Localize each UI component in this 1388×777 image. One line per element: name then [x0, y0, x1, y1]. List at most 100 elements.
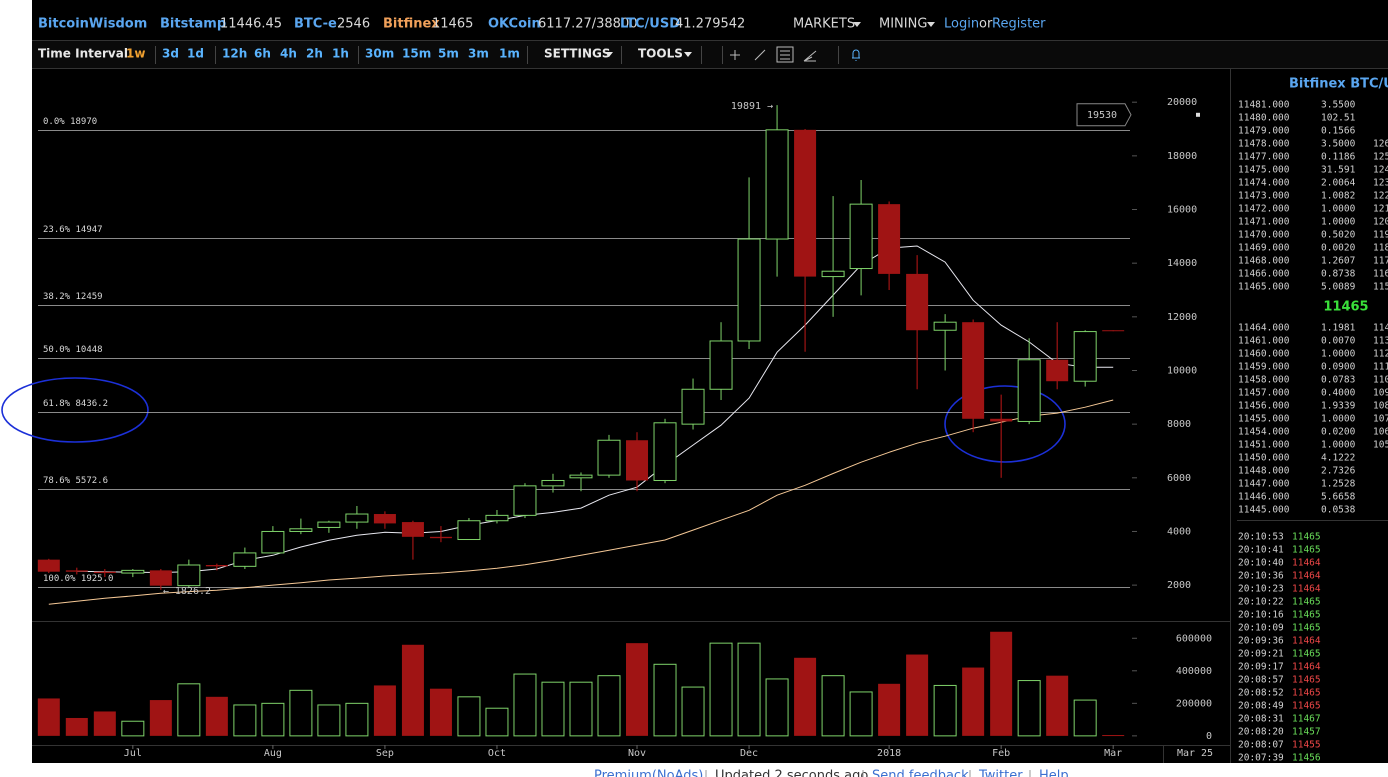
bid-cell: 1070	[1373, 414, 1388, 425]
trade-price: 11464	[1292, 558, 1321, 569]
volume-bar	[709, 642, 733, 737]
candle-body	[121, 569, 145, 574]
interval-button[interactable]: 4h	[280, 47, 297, 61]
candle-body	[933, 321, 957, 331]
y-tick-label: 10000	[1167, 365, 1197, 376]
interval-button[interactable]: 12h	[222, 47, 247, 61]
drawing-tools[interactable]	[730, 46, 860, 63]
candle-body	[317, 521, 341, 528]
volume-bar	[65, 717, 88, 736]
toolbar-label: Time Interval:	[38, 47, 133, 61]
ask-cell: 1.0000	[1321, 204, 1356, 215]
ask-cell: 1210	[1373, 204, 1388, 215]
interval-button[interactable]: 30m	[365, 47, 394, 61]
volume-bar	[737, 642, 761, 737]
interval-button[interactable]: 3d	[162, 47, 179, 61]
x-tick-label: Mar	[1104, 748, 1122, 759]
candle-body	[1073, 331, 1097, 382]
bid-cell: 0.0200	[1321, 427, 1356, 438]
y-tick-label: 12000	[1167, 312, 1197, 323]
candle-body	[513, 485, 537, 516]
bid-cell: 1.0000	[1321, 349, 1356, 360]
volume-bar	[317, 704, 341, 737]
ticker-price: 6117.27/38800	[538, 17, 638, 32]
price-marker-box	[1076, 103, 1132, 127]
interval-button[interactable]: 1w	[126, 47, 145, 61]
login-link[interactable]: Login	[944, 17, 979, 32]
interval-button[interactable]: 1m	[499, 47, 520, 61]
volume-bar	[1102, 735, 1125, 737]
footer-link[interactable]: Premium(NoAds)	[594, 769, 703, 777]
crosshair-icon[interactable]	[730, 50, 740, 60]
moving-average	[48, 399, 1114, 605]
interval-button[interactable]: 15m	[402, 47, 431, 61]
highlight-ellipse	[944, 385, 1066, 463]
ticker-name[interactable]: BTC-e	[294, 17, 337, 32]
candle-body	[205, 565, 228, 567]
ask-cell: 11465.000	[1238, 282, 1290, 293]
dropdown-caret	[853, 22, 861, 27]
candle-body	[429, 536, 452, 539]
ticker-name[interactable]: OKCoin	[488, 17, 541, 32]
ask-cell: 1170	[1373, 256, 1388, 267]
ask-cell: 0.0020	[1321, 243, 1356, 254]
ticker-name[interactable]: LTC/USD	[620, 17, 680, 32]
footer-link[interactable]: Help	[1039, 769, 1069, 777]
ask-cell: 11479.000	[1238, 126, 1290, 137]
volume-bar	[626, 643, 649, 736]
trade-time: 20:10:41	[1238, 545, 1284, 556]
bid-cell: 1.0000	[1321, 414, 1356, 425]
trade-time: 20:08:52	[1238, 688, 1284, 699]
logo[interactable]: BitcoinWisdom	[38, 17, 147, 32]
fib-icon[interactable]	[776, 46, 794, 63]
candle-body	[289, 528, 313, 532]
footer-link[interactable]: Twitter	[978, 769, 1023, 777]
ask-cell: 11480.000	[1238, 113, 1290, 124]
alert-icon[interactable]	[852, 49, 860, 61]
footer-link[interactable]: Send feedback	[872, 769, 969, 777]
highlight-ellipse	[1, 377, 149, 443]
fib-label: 50.0% 10448	[43, 345, 103, 355]
candle-body	[990, 418, 1013, 422]
interval-button[interactable]: 1d	[187, 47, 204, 61]
bid-cell: 1050	[1373, 440, 1388, 451]
bid-cell: 11446.000	[1238, 492, 1290, 503]
ask-cell: 1250	[1373, 152, 1388, 163]
ticker-name[interactable]: Bitfinex	[383, 17, 440, 32]
menu[interactable]: MINING	[879, 17, 927, 32]
ticker-name[interactable]: Bitstamp	[160, 17, 226, 32]
candle-body	[681, 388, 705, 425]
or-text: or	[979, 17, 993, 32]
volume-bar	[513, 673, 537, 737]
ask-cell: 1200	[1373, 217, 1388, 228]
toolbar-menu[interactable]: TOOLS	[638, 47, 683, 61]
ask-cell: 1180	[1373, 243, 1388, 254]
volume-bar	[962, 667, 985, 736]
volume-bar	[177, 683, 201, 737]
interval-button[interactable]: 6h	[254, 47, 271, 61]
date-label: Mar 25	[1177, 748, 1213, 759]
ticker-price: 11465	[432, 17, 473, 32]
candle-body	[765, 129, 789, 240]
fan-icon[interactable]	[803, 50, 817, 62]
ask-cell: 11470.000	[1238, 230, 1290, 241]
x-tick-label: Oct	[488, 748, 506, 759]
interval-button[interactable]: 3m	[468, 47, 489, 61]
register-link[interactable]: Register	[992, 17, 1046, 32]
low-label: ← 1826.2	[163, 586, 211, 597]
interval-button[interactable]: 2h	[306, 47, 323, 61]
interval-button[interactable]: 1h	[332, 47, 349, 61]
candle-body	[233, 552, 257, 567]
volume-bar	[541, 681, 565, 737]
ask-cell: 1260	[1373, 139, 1388, 150]
line-icon[interactable]	[754, 49, 766, 61]
fib-label: 0.0% 18970	[43, 117, 97, 127]
candle-body	[261, 530, 285, 554]
toolbar-menu[interactable]: SETTINGS	[544, 47, 611, 61]
menu[interactable]: MARKETS	[793, 17, 855, 32]
volume-bar	[37, 698, 60, 736]
ask-cell: 11477.000	[1238, 152, 1290, 163]
ask-cell: 1150	[1373, 282, 1388, 293]
interval-button[interactable]: 5m	[438, 47, 459, 61]
bid-cell: 11447.000	[1238, 479, 1290, 490]
